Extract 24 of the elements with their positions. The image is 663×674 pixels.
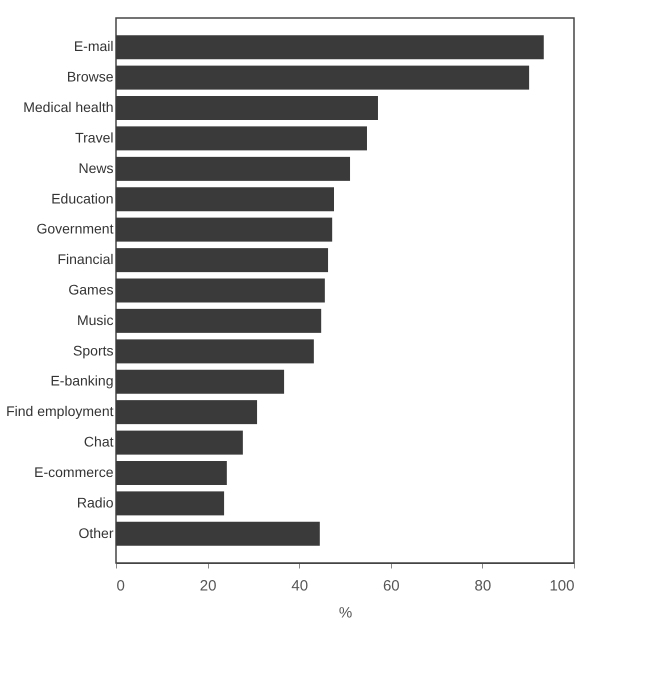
x-tick-label: 100 [549, 578, 574, 594]
x-tick-label: 40 [291, 578, 308, 594]
y-tick-label: E-mail [74, 38, 114, 54]
y-tick-label: Travel [75, 129, 114, 146]
y-tick-label: Radio [76, 494, 114, 510]
x-tick-label: 80 [474, 578, 492, 594]
y-tick-label: Education [51, 190, 114, 206]
y-tick-label: Financial [57, 251, 114, 268]
x-axis-title: % [338, 604, 352, 622]
y-tick-label: Games [68, 282, 114, 298]
y-tick-label: Government [36, 220, 114, 237]
x-tick-label: 0 [116, 578, 125, 594]
y-tick-label: E-commerce [34, 464, 114, 480]
y-tick-label: Browse [66, 68, 114, 85]
y-tick-label: Medical health [23, 99, 114, 116]
y-tick-label: Sports [73, 342, 114, 358]
y-tick-label: Chat [84, 434, 114, 450]
y-tick-label: E-banking [50, 372, 114, 389]
y-tick-label: Other [78, 524, 114, 541]
y-tick-label: Music [76, 312, 114, 328]
y-tick-label: Find employment [6, 403, 114, 420]
x-tick-label: 20 [200, 578, 216, 594]
x-tick-label: 60 [382, 578, 400, 594]
y-tick-label: News [78, 160, 114, 176]
